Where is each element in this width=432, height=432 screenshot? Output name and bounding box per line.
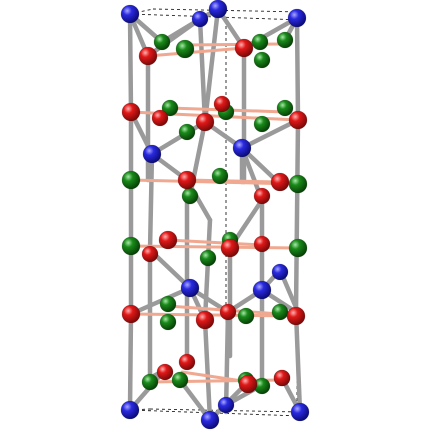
red-atom [238,374,258,394]
blue-atom [120,4,140,24]
red-atom [219,303,237,321]
red-atom [141,245,159,263]
red-atom [195,112,215,132]
green-atom [251,33,269,51]
red-atom [195,310,215,330]
green-atom [271,303,289,321]
green-atom [276,31,294,49]
red-atom [156,363,174,381]
green-atom [181,187,199,205]
green-atom [253,115,271,133]
green-atom [175,39,195,59]
cell-edge [129,8,154,15]
blue-atom [142,144,162,164]
blue-atom [180,278,200,298]
blue-atom [200,410,220,430]
green-atom [288,174,308,194]
green-atom [153,33,171,51]
blue-atom [290,402,310,422]
framework-bond [147,151,155,253]
red-atom [270,172,290,192]
framework-bond [127,311,134,413]
red-atom [253,235,271,253]
framework-bond [149,119,208,157]
blue-atom [217,396,235,414]
red-atom [220,238,240,258]
green-atom [199,249,217,267]
red-atom [213,95,231,113]
green-atom [178,123,196,141]
pink-bond [185,178,282,184]
green-atom [121,236,141,256]
pink-bond [166,238,264,247]
blue-atom [287,8,307,28]
atoms [120,0,310,430]
framework-bond [128,285,193,317]
red-atom [138,46,158,66]
red-atom [158,230,178,250]
green-atom [141,373,159,391]
blue-atom [252,280,272,300]
pink-bond [129,244,300,250]
framework-bond [127,11,134,115]
red-atom [286,306,306,326]
framework-bond [294,15,301,123]
blue-atom [208,0,228,19]
red-atom [151,109,169,127]
red-atom [288,110,308,130]
red-atom [177,170,197,190]
green-atom [121,170,141,190]
green-atom [237,307,255,325]
blue-atom [232,138,252,158]
framework-bond [239,117,301,151]
pink-bond [146,46,246,58]
red-atom [121,304,141,324]
green-atom [276,99,294,117]
framework-bond [202,217,213,323]
green-atom [288,238,308,258]
green-atom [171,371,189,389]
framework-bonds [127,6,303,423]
blue-atom [271,263,289,281]
pink-bonds [129,42,300,386]
framework-bond [197,16,208,125]
unit-cell-outline [129,8,304,417]
cell-edge [152,8,304,13]
cell-edge [149,408,301,413]
pink-bond [129,312,300,318]
framework-bond [202,317,213,423]
red-atom [253,187,271,205]
red-atom [178,353,196,371]
green-atom [253,51,271,69]
green-atom [211,167,229,185]
green-atom [161,99,179,117]
framework-bond [223,309,231,415]
framework-bond [293,117,301,315]
framework-bond [293,309,303,415]
red-atom [121,102,141,122]
green-atom [159,313,177,331]
red-atom [273,369,291,387]
blue-atom [120,400,140,420]
blue-atom [191,10,209,28]
framework-bond [202,6,221,125]
red-atom [234,38,254,58]
green-atom [159,295,177,313]
